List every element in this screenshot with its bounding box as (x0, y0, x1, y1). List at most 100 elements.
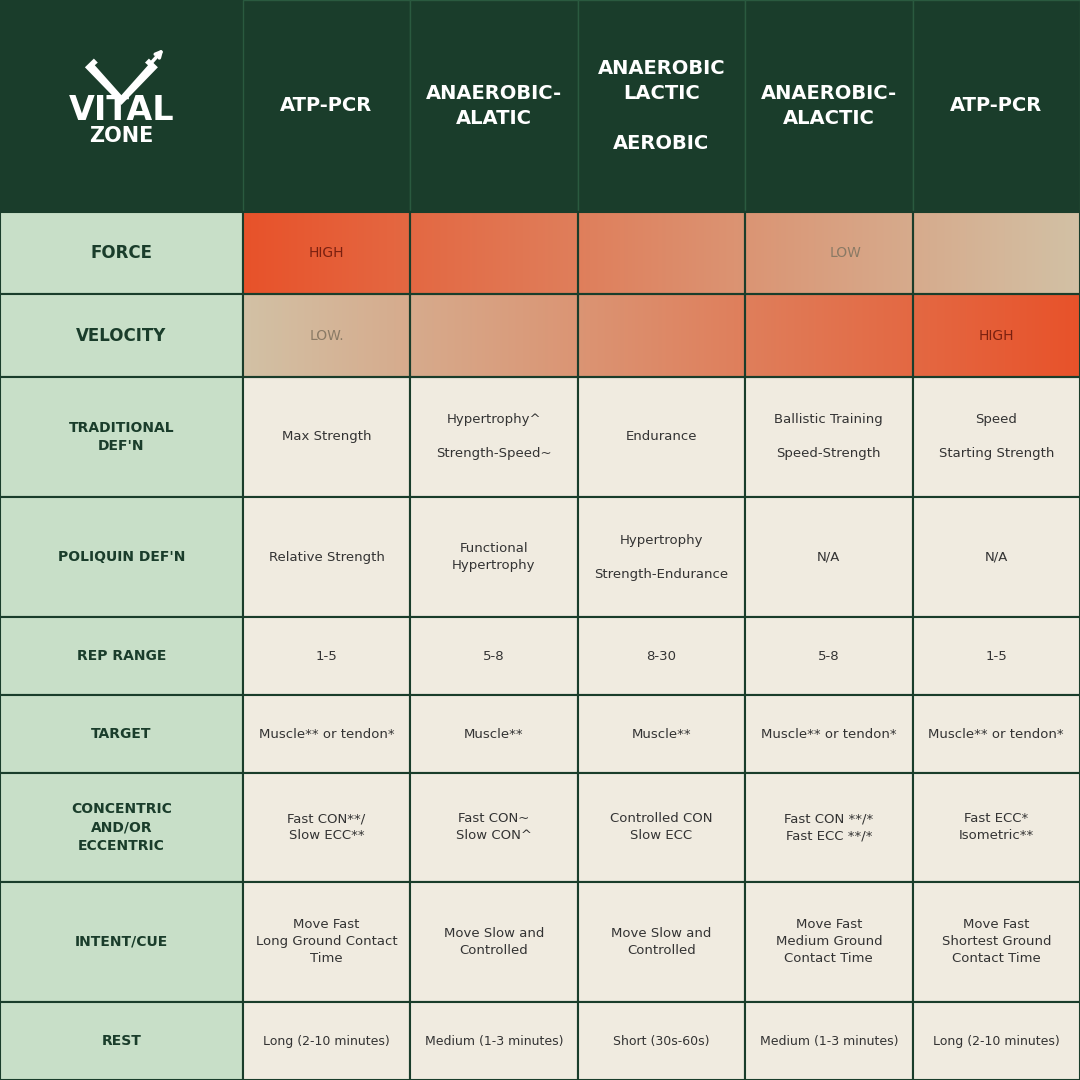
Bar (243, 696, 410, 773)
Bar (745, 882, 913, 1002)
Bar (410, 0, 578, 212)
Bar (578, 1002, 745, 1080)
Bar (243, 773, 410, 882)
Bar (243, 377, 410, 497)
Text: Muscle** or tendon*: Muscle** or tendon* (259, 728, 394, 741)
Text: REP RANGE: REP RANGE (77, 649, 166, 663)
Bar (745, 1002, 913, 1080)
Text: Speed

Starting Strength: Speed Starting Strength (939, 414, 1054, 460)
Bar (0, 882, 243, 1002)
Bar (410, 1002, 578, 1080)
Bar (913, 618, 1080, 696)
Text: CONCENTRIC
AND/OR
ECCENTRIC: CONCENTRIC AND/OR ECCENTRIC (71, 802, 172, 853)
Text: Fast CON **/*
Fast ECC **/*: Fast CON **/* Fast ECC **/* (784, 812, 874, 842)
Bar (913, 1002, 1080, 1080)
Bar (745, 696, 913, 773)
Text: N/A: N/A (818, 551, 840, 564)
Bar (243, 618, 410, 696)
Bar (913, 377, 1080, 497)
Bar (0, 497, 243, 618)
Text: Move Slow and
Controlled: Move Slow and Controlled (444, 927, 544, 957)
Text: HIGH: HIGH (309, 246, 345, 260)
Bar (578, 0, 745, 212)
Text: LOW: LOW (829, 246, 862, 260)
Bar (0, 377, 243, 497)
Bar (578, 773, 745, 882)
Bar (0, 212, 243, 295)
Bar (243, 295, 410, 377)
Text: FORCE: FORCE (91, 244, 152, 262)
Bar (913, 212, 1080, 295)
Bar (578, 212, 745, 295)
Bar (913, 295, 1080, 377)
Text: N/A: N/A (985, 551, 1008, 564)
Text: HIGH: HIGH (978, 328, 1014, 342)
Bar (0, 618, 243, 696)
Bar (0, 0, 243, 212)
Text: Fast ECC*
Isometric**: Fast ECC* Isometric** (959, 812, 1034, 842)
Text: Muscle**: Muscle** (464, 728, 524, 741)
Text: ANAEROBIC-
ALATIC: ANAEROBIC- ALATIC (426, 84, 562, 127)
Text: LOW.: LOW. (309, 328, 343, 342)
Bar (913, 882, 1080, 1002)
Bar (745, 497, 913, 618)
Bar (410, 212, 578, 295)
Bar (913, 773, 1080, 882)
Text: ZONE: ZONE (90, 126, 153, 146)
Bar (0, 773, 243, 882)
Text: Endurance: Endurance (625, 431, 698, 444)
Bar (745, 212, 913, 295)
Bar (410, 295, 578, 377)
Text: ANAEROBIC
LACTIC

AEROBIC: ANAEROBIC LACTIC AEROBIC (597, 59, 725, 153)
Text: Fast CON**/
Slow ECC**: Fast CON**/ Slow ECC** (287, 812, 366, 842)
Text: ATP-PCR: ATP-PCR (950, 96, 1042, 116)
Text: 5-8: 5-8 (818, 650, 839, 663)
Text: Hypertrophy

Strength-Endurance: Hypertrophy Strength-Endurance (594, 534, 728, 581)
Text: Move Slow and
Controlled: Move Slow and Controlled (611, 927, 712, 957)
Text: Long (2-10 minutes): Long (2-10 minutes) (264, 1035, 390, 1048)
Text: Long (2-10 minutes): Long (2-10 minutes) (933, 1035, 1059, 1048)
Bar (243, 1002, 410, 1080)
Text: 8-30: 8-30 (647, 650, 676, 663)
Bar (578, 696, 745, 773)
Bar (0, 1002, 243, 1080)
Text: Muscle**: Muscle** (632, 728, 691, 741)
Bar (913, 0, 1080, 212)
Text: POLIQUIN DEF'N: POLIQUIN DEF'N (57, 550, 185, 564)
Bar (410, 882, 578, 1002)
Bar (745, 377, 913, 497)
Text: ANAEROBIC-
ALACTIC: ANAEROBIC- ALACTIC (760, 84, 896, 127)
Bar (745, 0, 913, 212)
Bar (578, 618, 745, 696)
Text: Move Fast
Long Ground Contact
Time: Move Fast Long Ground Contact Time (256, 918, 397, 966)
Text: Medium (1-3 minutes): Medium (1-3 minutes) (759, 1035, 899, 1048)
Bar (745, 295, 913, 377)
Bar (410, 696, 578, 773)
Bar (243, 882, 410, 1002)
Text: Controlled CON
Slow ECC: Controlled CON Slow ECC (610, 812, 713, 842)
Text: Hypertrophy^

Strength-Speed~: Hypertrophy^ Strength-Speed~ (436, 414, 552, 460)
Text: VITAL: VITAL (69, 94, 174, 127)
Bar (745, 618, 913, 696)
Bar (578, 882, 745, 1002)
Text: ATP-PCR: ATP-PCR (281, 96, 373, 116)
Bar (410, 377, 578, 497)
Text: Medium (1-3 minutes): Medium (1-3 minutes) (424, 1035, 563, 1048)
Text: Short (30s-60s): Short (30s-60s) (613, 1035, 710, 1048)
Bar (410, 497, 578, 618)
Bar (578, 295, 745, 377)
Bar (0, 696, 243, 773)
Bar (578, 497, 745, 618)
Text: 1-5: 1-5 (985, 650, 1008, 663)
Text: VELOCITY: VELOCITY (77, 326, 166, 345)
Bar (745, 773, 913, 882)
Text: Max Strength: Max Strength (282, 431, 372, 444)
Bar (913, 696, 1080, 773)
Bar (243, 0, 410, 212)
Text: REST: REST (102, 1034, 141, 1048)
Text: TRADITIONAL
DEF'N: TRADITIONAL DEF'N (69, 421, 174, 454)
Text: Fast CON~
Slow CON^: Fast CON~ Slow CON^ (456, 812, 532, 842)
Bar (578, 377, 745, 497)
Bar (243, 212, 410, 295)
Text: Muscle** or tendon*: Muscle** or tendon* (761, 728, 896, 741)
